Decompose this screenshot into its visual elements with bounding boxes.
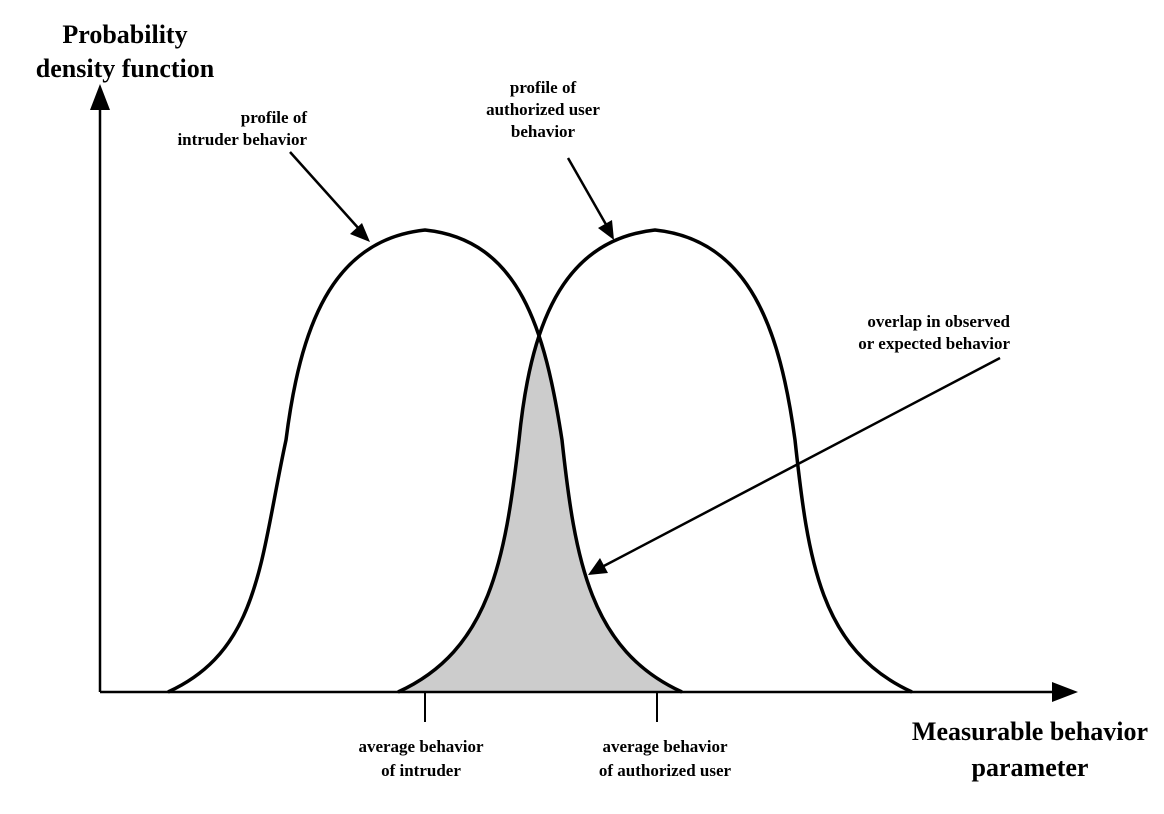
- overlap-pointer-arrow: [599, 356, 1001, 570]
- authorized-curve: [397, 228, 913, 694]
- overlap-label-line2: or expected behavior: [858, 334, 1010, 353]
- y-axis-arrowhead: [90, 84, 110, 110]
- overlap-label-line1: overlap in observed: [867, 312, 1010, 331]
- intruder-pointer-arrowhead: [350, 223, 370, 242]
- x-axis-label-line1: Measurable behavior: [912, 717, 1148, 746]
- intruder-pointer-arrow: [289, 151, 361, 231]
- avg-authorized-label-line2: of authorized user: [599, 761, 732, 780]
- x-axis-label-line2: parameter: [972, 753, 1089, 782]
- avg-intruder-label-line1: average behavior: [358, 737, 484, 756]
- authorized-profile-label-line1: profile of: [510, 78, 577, 97]
- intruder-curve: [167, 228, 683, 694]
- x-axis-arrowhead: [1052, 682, 1078, 702]
- avg-authorized-label-line1: average behavior: [602, 737, 728, 756]
- y-axis-label-line2: density function: [36, 54, 215, 83]
- avg-intruder-label-line2: of intruder: [381, 761, 461, 780]
- authorized-pointer-arrow: [566, 157, 610, 229]
- authorized-profile-label-line3: behavior: [511, 122, 576, 141]
- authorized-pointer-arrowhead: [598, 220, 614, 240]
- overlap-pointer-arrowhead: [588, 558, 608, 575]
- y-axis-label-line1: Probability: [62, 20, 187, 49]
- intruder-profile-label-line2: intruder behavior: [177, 130, 307, 149]
- intruder-profile-label-line1: profile of: [241, 108, 308, 127]
- authorized-profile-label-line2: authorized user: [486, 100, 600, 119]
